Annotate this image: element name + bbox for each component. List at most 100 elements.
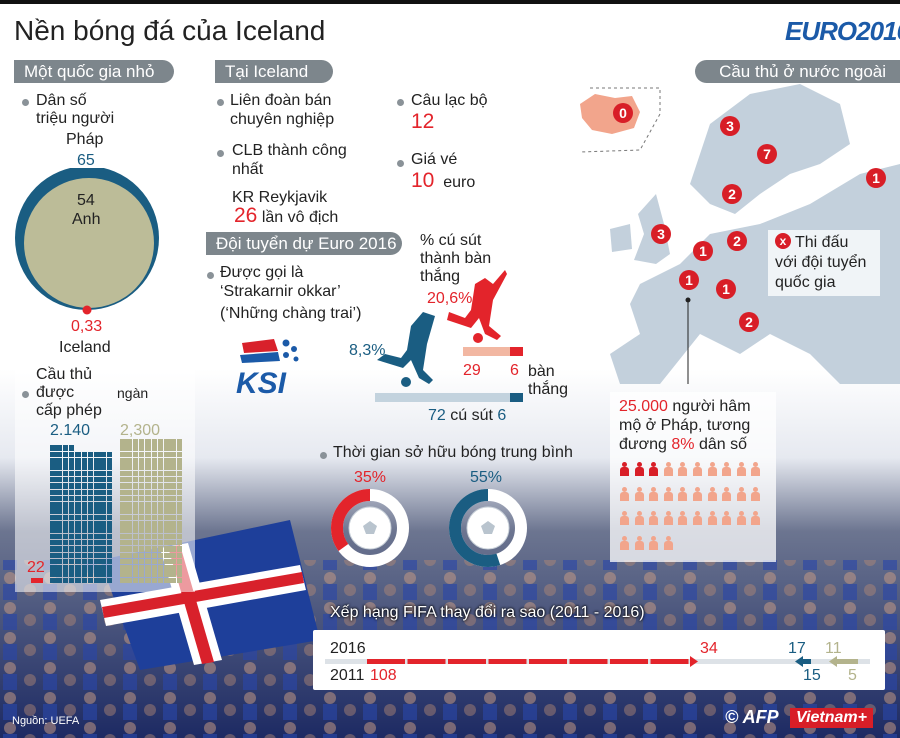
england-square (68, 539, 75, 546)
iceland-conversion: 20,6% (427, 290, 473, 307)
france-square (145, 502, 151, 508)
source-text: Nguồn: UEFA (12, 715, 80, 727)
england-square (50, 577, 56, 584)
clubs-count: 12 (411, 110, 435, 133)
france-square (164, 470, 170, 477)
france-square (176, 483, 183, 489)
iceland-shots: 29 (463, 362, 481, 379)
france-square (120, 464, 126, 470)
england-square (94, 470, 100, 477)
england-square (87, 565, 94, 571)
england-square (81, 558, 88, 565)
england-square (62, 464, 69, 470)
england-square (87, 521, 94, 527)
france-square (176, 565, 183, 571)
england-square (50, 539, 56, 546)
france-square (120, 502, 126, 508)
france-square (157, 514, 164, 521)
france-square (138, 495, 145, 502)
player-count-marker: 3 (720, 116, 740, 136)
france-square (145, 533, 151, 540)
france-square (170, 483, 176, 489)
legend-marker-icon: x (775, 233, 791, 249)
iceland-rank-segment (448, 659, 486, 664)
england-square (87, 451, 94, 458)
france-square (120, 489, 126, 496)
france-square (164, 439, 170, 445)
france-square (145, 445, 151, 451)
england-square (56, 558, 62, 565)
population-label: Dân số (36, 92, 87, 109)
france-square (170, 439, 176, 445)
france-licensed: 2,300 (120, 422, 161, 439)
france-square (132, 445, 139, 451)
england-square (81, 508, 88, 514)
bullet-icon (22, 99, 29, 106)
england-square (75, 495, 81, 502)
france-square (176, 458, 183, 464)
france-square (164, 489, 170, 496)
fan-icon (634, 535, 644, 550)
iceland-arrow-icon (690, 656, 698, 667)
france-square (120, 565, 126, 571)
france-square (138, 458, 145, 464)
france-square (164, 476, 170, 483)
england-square (62, 571, 69, 577)
england-square (56, 502, 62, 508)
england-square (106, 558, 113, 565)
england-square (68, 502, 75, 508)
england-square (106, 521, 113, 527)
france-square (145, 483, 151, 489)
england-square (56, 546, 62, 552)
england-square (56, 565, 62, 571)
france-square (157, 521, 164, 527)
red-player-icon (447, 270, 507, 340)
fan-icon (722, 486, 732, 501)
england-square (56, 514, 62, 521)
england-square (87, 527, 94, 533)
fan-icon (649, 511, 659, 525)
iceland-rank-2011: 108 (370, 667, 397, 684)
england-square (62, 514, 69, 521)
fan-icon (663, 511, 673, 525)
england-square (75, 577, 81, 584)
england-square (87, 458, 94, 464)
bullet-icon (397, 160, 404, 167)
england-square (50, 521, 56, 527)
iceland-rank-segment (367, 659, 405, 664)
england-square (87, 546, 94, 552)
blue-ball-icon (401, 377, 411, 387)
year-2011: 2011 (330, 667, 365, 684)
other1-rank-2016: 17 (788, 640, 806, 657)
france-square (145, 546, 151, 552)
england-square (106, 514, 113, 521)
france-square (145, 464, 151, 470)
england-square (87, 502, 94, 508)
england-square (81, 489, 88, 496)
england-square (94, 495, 100, 502)
france-square (157, 508, 164, 514)
england-square (100, 470, 106, 477)
france-square (120, 451, 126, 458)
france-square (145, 571, 151, 577)
england-square (62, 508, 69, 514)
england-square (75, 527, 81, 533)
england-square (81, 577, 88, 584)
france-square (120, 527, 126, 533)
france-square (170, 502, 176, 508)
fan-icon (751, 486, 761, 501)
england-square (75, 508, 81, 514)
france-square (132, 439, 139, 445)
england-square (87, 571, 94, 577)
england-square (81, 527, 88, 533)
france-square (164, 445, 170, 451)
england-square (106, 552, 113, 559)
england-square (56, 508, 62, 514)
france-square (138, 533, 145, 540)
france-square (145, 552, 151, 559)
france-square (170, 476, 176, 483)
england-square (87, 464, 94, 470)
france-square (151, 527, 158, 533)
france-square (170, 445, 176, 451)
england-square (75, 533, 81, 540)
